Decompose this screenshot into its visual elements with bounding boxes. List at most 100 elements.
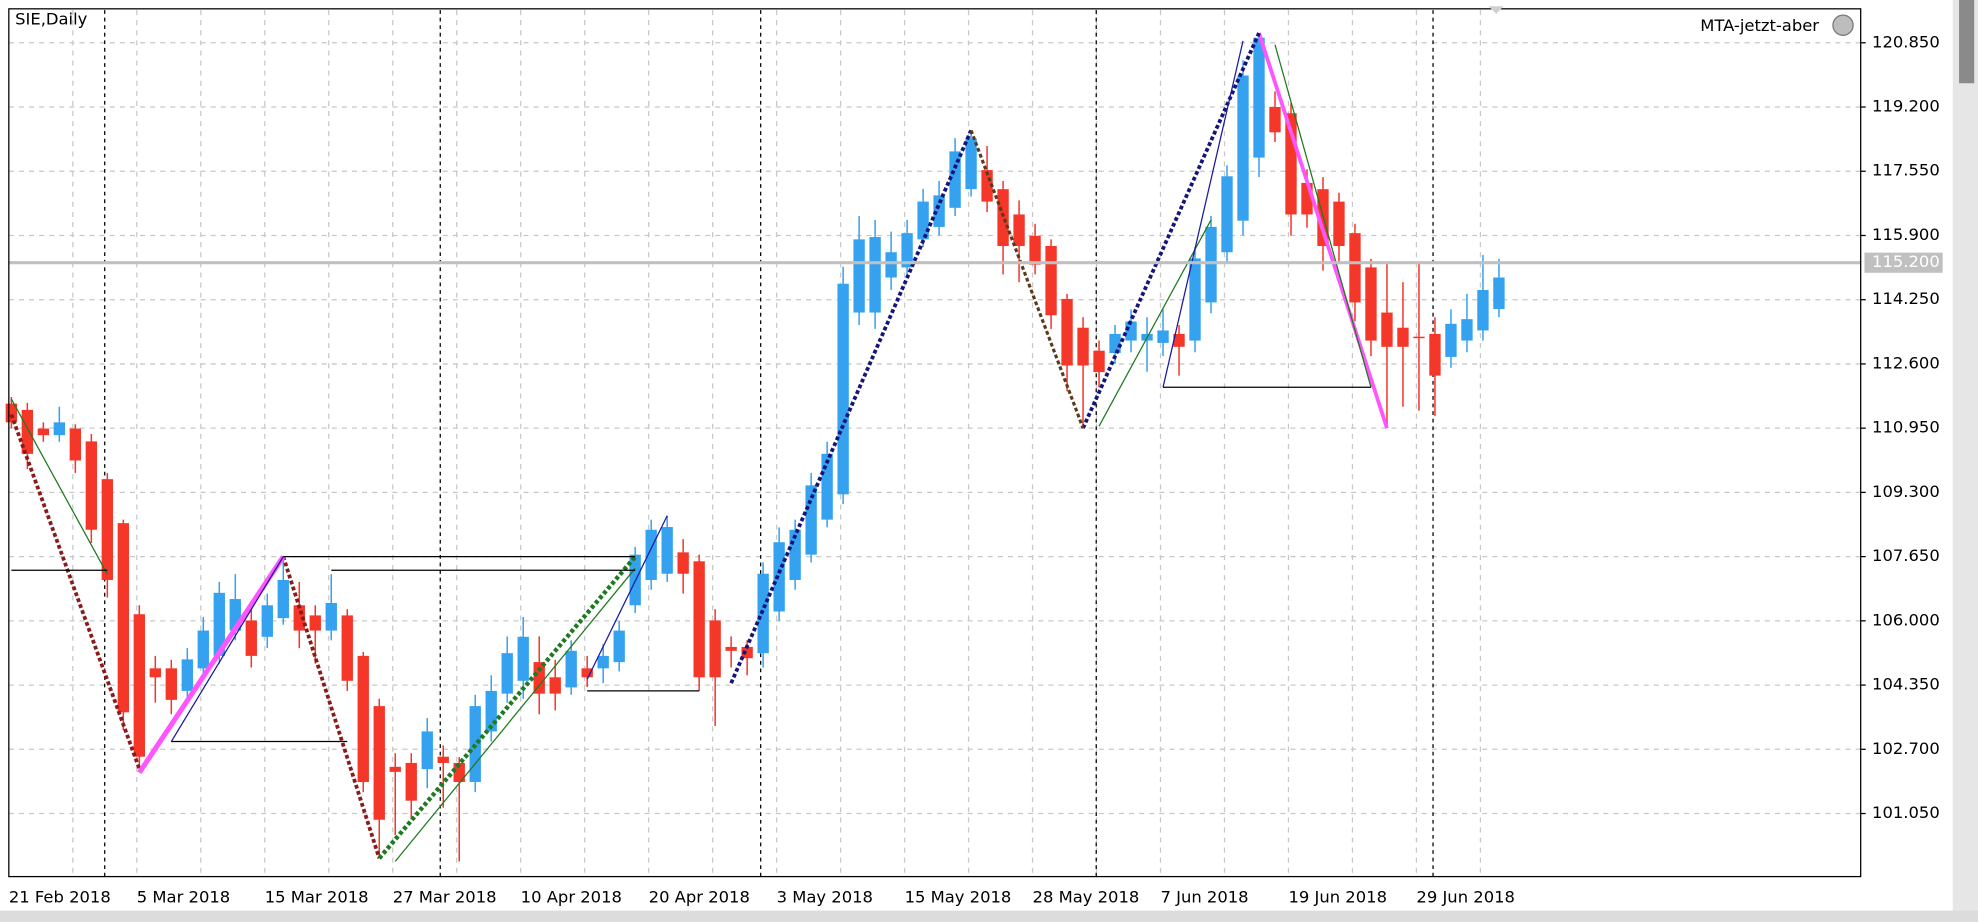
candle-body [677, 552, 689, 574]
plot [5, 32, 1861, 862]
candle-body [965, 138, 977, 190]
candle-body [1253, 37, 1265, 158]
candle-body [1205, 226, 1217, 303]
candle-body [37, 428, 50, 436]
y-tick-label: 107.650 [1872, 546, 1940, 565]
x-tick-label: 20 Apr 2018 [649, 888, 750, 907]
shift-marker[interactable] [1488, 6, 1504, 14]
y-tick-label: 115.900 [1872, 225, 1940, 244]
candle-body [1445, 323, 1457, 357]
y-tick-label: 101.050 [1872, 803, 1940, 822]
x-tick-label: 19 Jun 2018 [1288, 888, 1387, 907]
scrollbar[interactable] [1952, 0, 1978, 922]
candle-body [789, 529, 801, 580]
x-tick-label: 15 May 2018 [905, 888, 1012, 907]
candle-body [325, 602, 337, 631]
candle-body [69, 428, 82, 461]
candle-body [1125, 321, 1137, 341]
current-price-box [1864, 252, 1943, 273]
x-tick-label: 28 May 2018 [1033, 888, 1140, 907]
y-tick-label: 119.200 [1872, 97, 1940, 116]
candle-body [309, 615, 321, 631]
candle-body [453, 762, 465, 783]
candle-body [1477, 289, 1489, 331]
zigzag-line [1257, 32, 1389, 429]
candle-body [149, 668, 161, 678]
candle-body [21, 409, 34, 454]
candle-body [229, 599, 241, 631]
candle-body [85, 441, 98, 530]
zigzag-line [1274, 44, 1372, 388]
candle-body [997, 189, 1009, 246]
zigzag-line [1162, 40, 1244, 388]
candle-body [1493, 277, 1505, 310]
candle-body [405, 762, 417, 801]
candle-body [1269, 107, 1281, 133]
zigzag-line [377, 555, 637, 860]
candle-body [517, 636, 529, 681]
candle-body [581, 668, 593, 678]
y-tick-label: 114.250 [1872, 289, 1940, 308]
candle-body [117, 523, 129, 713]
candle-body [1397, 327, 1409, 347]
zigzag-line [10, 398, 108, 575]
x-tick-label: 27 Mar 2018 [393, 888, 497, 907]
candle-body [645, 529, 657, 580]
period-separators [104, 10, 1434, 877]
y-tick-label: 104.350 [1872, 675, 1940, 694]
candle-body [1221, 176, 1233, 253]
candle-body [213, 592, 225, 656]
candle-body [1429, 333, 1441, 376]
x-tick-label: 5 Mar 2018 [137, 888, 230, 907]
candle-body [1173, 333, 1185, 347]
candle-body [165, 668, 177, 700]
candle-body [933, 195, 945, 227]
zigzag-line [394, 567, 636, 862]
candle-body [133, 614, 145, 757]
bottom-border [0, 910, 1978, 922]
candle-body [1237, 75, 1249, 221]
candle-body [981, 170, 993, 202]
candle-body [1061, 298, 1073, 366]
candle-body [437, 756, 449, 763]
candle-body [53, 422, 66, 436]
candle-body [341, 615, 353, 681]
candle-body [549, 677, 561, 694]
candle-body [1093, 350, 1105, 373]
zigzag-line [170, 556, 284, 742]
y-tick-label: 109.300 [1872, 482, 1940, 501]
zigzag-line [1098, 219, 1212, 427]
y-tick-label: 117.550 [1872, 161, 1940, 180]
candle-body [293, 605, 305, 631]
candle-body [725, 646, 737, 651]
candle-body [1333, 201, 1345, 246]
candle-body [917, 201, 929, 240]
candle-body [1077, 327, 1089, 366]
candle-body [1029, 235, 1041, 265]
y-tick-label: 110.950 [1872, 418, 1940, 437]
indicator-name: MTA-jetzt-aber [1700, 16, 1819, 35]
current-price-label: 115.200 [1872, 252, 1940, 271]
plot-frame [8, 8, 1862, 878]
candle-body [1301, 182, 1313, 215]
candle-body [533, 662, 545, 694]
x-tick-label: 21 Feb 2018 [9, 888, 111, 907]
candle-body [357, 655, 369, 783]
candle-body [501, 653, 513, 694]
price-axis: 101.050 102.700 104.350 106.000 107.650 109.3… [9, 32, 1943, 907]
candle-body [821, 453, 833, 520]
candle-body [565, 650, 577, 688]
candle-body [469, 706, 481, 783]
candle-body [1157, 330, 1169, 343]
candle-body [869, 237, 881, 313]
candle-body [597, 655, 609, 669]
indicator-icon[interactable] [1832, 14, 1854, 36]
candle-body [885, 252, 897, 278]
scrollbar-thumb[interactable] [1959, 0, 1975, 84]
candle-body [901, 233, 913, 268]
candle-body [5, 403, 18, 423]
candle-body [741, 646, 753, 659]
